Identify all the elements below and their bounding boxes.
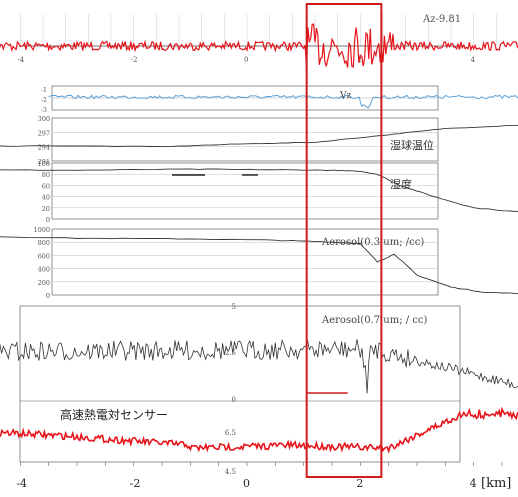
highlight-box — [305, 3, 383, 478]
y-tick-label: 6.5 — [225, 429, 236, 437]
panel-aerosol-03-frame — [51, 228, 439, 296]
y-tick-label: 60 — [42, 182, 50, 190]
vz-y-tick-label: -1 — [41, 87, 47, 94]
vz-series-line — [48, 94, 518, 109]
y-tick-label: 1000 — [33, 226, 50, 234]
aerosol-07-series-line — [0, 339, 518, 394]
vz-y-tick-label: -3 — [41, 107, 47, 114]
panel-aerosol-03: 1000 800 600 400 200 0 Aerosol(0.3 um; /cc) — [0, 226, 518, 300]
y-tick-label: 600 — [38, 252, 50, 260]
az-label: Az-9.81 — [422, 14, 461, 25]
x-axis-labels: -6-4-20246 — [16, 477, 477, 490]
panel-vz: -1 -2 -3 Vz — [41, 85, 518, 114]
az-x-tick-label: -2 — [131, 56, 138, 64]
y-tick-label: 100 — [38, 160, 50, 168]
y-tick-label: 300 — [38, 115, 50, 123]
panel-aerosol-07-frame — [19, 305, 461, 463]
y-tick-label: 800 — [38, 239, 50, 247]
az-series-line — [0, 23, 518, 68]
x-axis-unit: [km] — [481, 476, 511, 491]
y-tick-label: 400 — [38, 266, 50, 274]
panel-humidity: 100 80 60 40 20 0 湿度 — [0, 160, 518, 224]
y-tick-label: 40 — [42, 194, 50, 202]
panel-theta-w: 300 297 294 291 湿球温位 — [0, 115, 518, 166]
y-tick-label: 80 — [42, 171, 50, 179]
y-tick-label: 294 — [38, 144, 50, 152]
thermocouple-label: 高速熱電対センサー — [60, 407, 168, 422]
az-x-tick-label: 4 — [471, 56, 476, 64]
az-x-tick-label: 0 — [244, 56, 248, 64]
x-tick-label: -4 — [16, 477, 27, 490]
y-tick-label: 200 — [38, 279, 50, 287]
y-tick-label: 2.5 — [225, 349, 236, 357]
y-tick-label: 0 — [232, 396, 236, 404]
theta-w-series-line — [0, 124, 518, 148]
vz-y-tick-label: -2 — [41, 97, 47, 104]
y-tick-label: 291 — [38, 158, 50, 166]
y-tick-label: 4.5 — [225, 468, 236, 476]
vz-label: Vz — [339, 91, 351, 101]
y-tick-label: 297 — [38, 129, 50, 137]
theta-w-label: 湿球温位 — [390, 138, 434, 152]
thermocouple-series-line — [0, 406, 518, 454]
panel-humidity-frame — [51, 162, 439, 220]
panel-theta-w-frame — [51, 117, 439, 162]
y-tick-label: 0 — [46, 292, 50, 300]
aerosol-03-label: Aerosol(0.3 um; /cc) — [321, 237, 424, 248]
aerosol-03-series-line — [0, 236, 518, 295]
x-tick-label: -2 — [130, 477, 141, 490]
aerosol-07-label: Aerosol(0.7 um; / cc) — [321, 315, 427, 326]
y-tick-label: 0 — [46, 216, 50, 224]
y-tick-label: 20 — [42, 205, 50, 213]
humidity-label: 湿度 — [390, 177, 412, 191]
x-tick-label: 2 — [356, 477, 363, 490]
y-tick-label: 5 — [232, 303, 236, 311]
panel-az: -6-4-20246 Az-9.81 — [0, 14, 518, 68]
x-tick-label: 0 — [243, 477, 250, 490]
humidity-series-line — [0, 168, 518, 213]
az-x-tick-label: -4 — [17, 56, 24, 64]
panel-aerosol-07: 5 2.5 0 6.5 4.5 Aerosol(0.7 um; / cc) 高速熱電対セ… — [0, 303, 518, 476]
x-tick-label: 4 — [470, 477, 477, 490]
